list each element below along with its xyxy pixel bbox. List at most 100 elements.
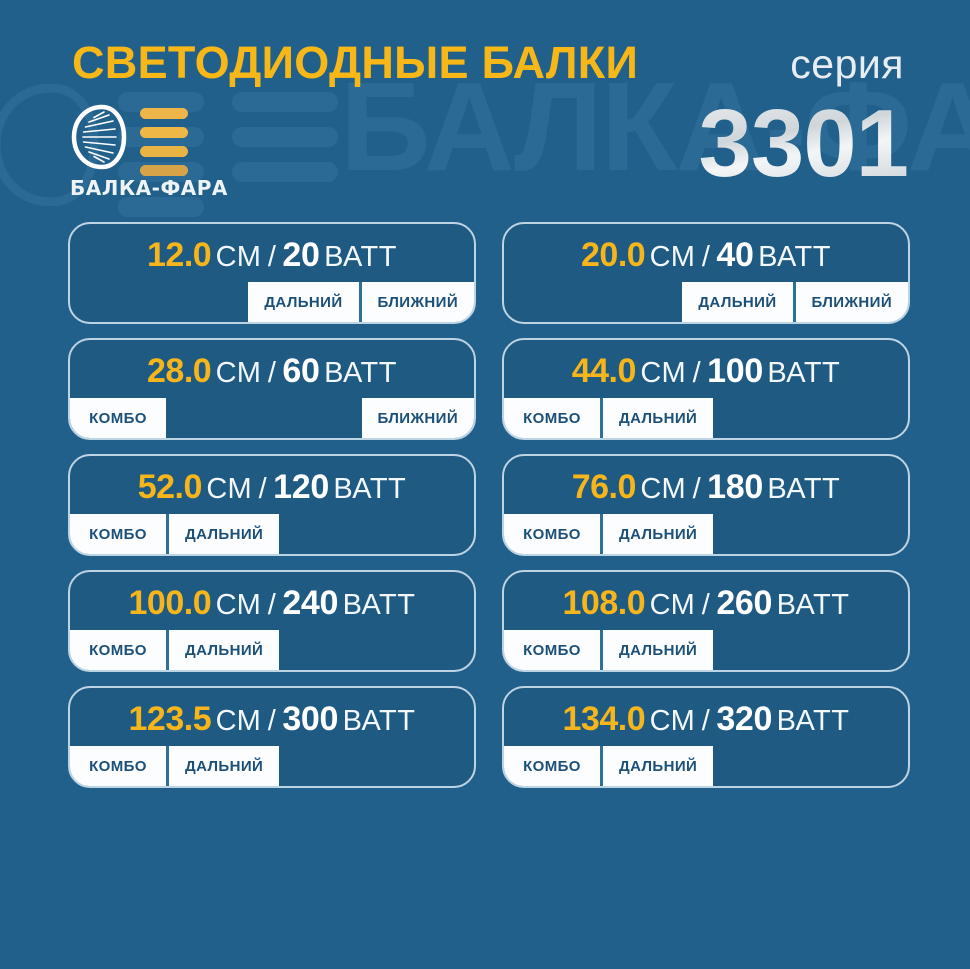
product-card[interactable]: 12.0 СМ / 20 ВАТТ ДАЛЬНИЙ БЛИЖНИЙ bbox=[68, 222, 476, 324]
product-spec-line: 12.0 СМ / 20 ВАТТ bbox=[70, 238, 474, 272]
product-card[interactable]: 20.0 СМ / 40 ВАТТ ДАЛЬНИЙ БЛИЖНИЙ bbox=[502, 222, 910, 324]
product-wattage: 260 bbox=[716, 584, 773, 622]
beam-type-badge[interactable]: ДАЛЬНИЙ bbox=[600, 398, 714, 438]
product-length: 100.0 bbox=[128, 584, 212, 622]
product-wattage: 100 bbox=[707, 352, 763, 390]
beam-badge-group: КОМБО ДАЛЬНИЙ bbox=[504, 398, 714, 438]
beam-type-badge[interactable]: ДАЛЬНИЙ bbox=[682, 282, 793, 322]
product-wattage-unit: ВАТТ bbox=[324, 241, 397, 273]
product-wattage-unit: ВАТТ bbox=[767, 473, 841, 505]
beam-type-badge[interactable]: ДАЛЬНИЙ bbox=[248, 282, 359, 322]
series-label: серия bbox=[790, 41, 904, 87]
product-spec-line: 76.0 СМ / 180 ВАТТ bbox=[504, 470, 908, 504]
spec-separator: / bbox=[701, 241, 710, 273]
product-card[interactable]: 100.0 СМ / 240 ВАТТ КОМБО ДАЛЬНИЙ bbox=[68, 570, 476, 672]
beam-badge-strip: КОМБО ДАЛЬНИЙ bbox=[70, 630, 474, 670]
logo-bar bbox=[140, 108, 188, 119]
logo-bar bbox=[140, 165, 188, 176]
beam-type-badge[interactable]: ДАЛЬНИЙ bbox=[600, 630, 714, 670]
product-wattage-unit: ВАТТ bbox=[767, 357, 841, 389]
product-length-unit: СМ bbox=[215, 705, 262, 737]
product-length: 108.0 bbox=[562, 584, 646, 622]
beam-type-badge[interactable]: КОМБО bbox=[70, 398, 166, 438]
logo-bars bbox=[140, 108, 188, 176]
beam-badge-group: КОМБО ДАЛЬНИЙ bbox=[504, 630, 714, 670]
product-length: 28.0 bbox=[147, 352, 212, 390]
product-spec-line: 28.0 СМ / 60 ВАТТ bbox=[70, 354, 474, 388]
beam-badge-strip: КОМБО ДАЛЬНИЙ bbox=[504, 514, 908, 554]
beam-type-badge[interactable]: ДАЛЬНИЙ bbox=[166, 746, 280, 786]
product-card[interactable]: 134.0 СМ / 320 ВАТТ КОМБО ДАЛЬНИЙ bbox=[502, 686, 910, 788]
beam-type-badge[interactable]: БЛИЖНИЙ bbox=[358, 282, 474, 322]
product-spec-line: 123.5 СМ / 300 ВАТТ bbox=[70, 702, 474, 736]
beam-type-badge[interactable]: ДАЛЬНИЙ bbox=[600, 514, 714, 554]
beam-badge-group: КОМБО ДАЛЬНИЙ bbox=[504, 746, 714, 786]
product-card[interactable]: 52.0 СМ / 120 ВАТТ КОМБО ДАЛЬНИЙ bbox=[68, 454, 476, 556]
product-wattage-unit: ВАТТ bbox=[324, 357, 397, 389]
product-wattage-unit: ВАТТ bbox=[776, 705, 850, 737]
beam-type-badge[interactable]: БЛИЖНИЙ bbox=[361, 398, 474, 438]
beam-type-badge[interactable]: ДАЛЬНИЙ bbox=[600, 746, 714, 786]
product-wattage: 60 bbox=[282, 352, 320, 390]
spec-separator: / bbox=[267, 589, 276, 621]
beam-type-badge[interactable]: ДАЛЬНИЙ bbox=[166, 630, 280, 670]
beam-badge-group: КОМБО ДАЛЬНИЙ bbox=[70, 514, 280, 554]
spec-separator: / bbox=[701, 705, 710, 737]
beam-type-badge[interactable]: КОМБО bbox=[504, 630, 600, 670]
beam-badge-group: ДАЛЬНИЙ БЛИЖНИЙ bbox=[682, 282, 908, 322]
beam-badge-group: КОМБО bbox=[70, 398, 166, 438]
spec-separator: / bbox=[267, 357, 276, 389]
product-spec-line: 52.0 СМ / 120 ВАТТ bbox=[70, 470, 474, 504]
product-length: 44.0 bbox=[571, 352, 637, 390]
brand-logo: БАЛКА-ФАРА bbox=[70, 104, 270, 204]
series-number: 3301 bbox=[698, 90, 909, 197]
beam-type-badge[interactable]: КОМБО bbox=[70, 514, 166, 554]
product-length: 20.0 bbox=[581, 236, 646, 274]
logo-bar bbox=[140, 146, 188, 157]
product-card[interactable]: 44.0 СМ / 100 ВАТТ КОМБО ДАЛЬНИЙ bbox=[502, 338, 910, 440]
product-card[interactable]: 123.5 СМ / 300 ВАТТ КОМБО ДАЛЬНИЙ bbox=[68, 686, 476, 788]
beam-type-badge[interactable]: КОМБО bbox=[504, 746, 600, 786]
product-length-unit: СМ bbox=[215, 241, 262, 273]
product-length-unit: СМ bbox=[640, 357, 687, 389]
product-wattage: 320 bbox=[716, 700, 773, 738]
brand-name: БАЛКА-ФАРА bbox=[70, 176, 228, 200]
beam-type-badge[interactable]: БЛИЖНИЙ bbox=[792, 282, 908, 322]
product-spec-line: 108.0 СМ / 260 ВАТТ bbox=[504, 586, 908, 620]
beam-type-badge[interactable]: КОМБО bbox=[70, 630, 166, 670]
product-length: 134.0 bbox=[562, 700, 646, 738]
spec-separator: / bbox=[258, 473, 267, 505]
page-title: СВЕТОДИОДНЫЕ БАЛКИ bbox=[72, 37, 639, 88]
beam-badge-strip: ДАЛЬНИЙ БЛИЖНИЙ bbox=[70, 282, 474, 322]
beam-badge-group: ДАЛЬНИЙ БЛИЖНИЙ bbox=[248, 282, 474, 322]
spec-separator: / bbox=[701, 589, 710, 621]
product-wattage-unit: ВАТТ bbox=[758, 241, 831, 273]
product-length-unit: СМ bbox=[215, 357, 262, 389]
product-length: 12.0 bbox=[147, 236, 212, 274]
product-wattage: 40 bbox=[716, 236, 754, 274]
spec-separator: / bbox=[692, 357, 701, 389]
product-card[interactable]: 76.0 СМ / 180 ВАТТ КОМБО ДАЛЬНИЙ bbox=[502, 454, 910, 556]
product-wattage-unit: ВАТТ bbox=[342, 589, 416, 621]
product-card[interactable]: 108.0 СМ / 260 ВАТТ КОМБО ДАЛЬНИЙ bbox=[502, 570, 910, 672]
beam-badge-strip: КОМБО ДАЛЬНИЙ bbox=[504, 398, 908, 438]
beam-type-badge[interactable]: КОМБО bbox=[504, 514, 600, 554]
beam-type-badge[interactable]: КОМБО bbox=[70, 746, 166, 786]
beam-type-badge[interactable]: ДАЛЬНИЙ bbox=[166, 514, 280, 554]
product-wattage: 120 bbox=[273, 468, 329, 506]
product-length: 123.5 bbox=[128, 700, 212, 738]
headlight-icon bbox=[71, 104, 127, 170]
product-wattage-unit: ВАТТ bbox=[333, 473, 407, 505]
beam-type-badge[interactable]: КОМБО bbox=[504, 398, 600, 438]
product-grid: 12.0 СМ / 20 ВАТТ ДАЛЬНИЙ БЛИЖНИЙ 20.0 СМ /… bbox=[68, 222, 910, 788]
product-card[interactable]: 28.0 СМ / 60 ВАТТ КОМБО БЛИЖНИЙ bbox=[68, 338, 476, 440]
beam-badge-group: КОМБО ДАЛЬНИЙ bbox=[70, 630, 280, 670]
beam-badge-strip: КОМБО ДАЛЬНИЙ bbox=[70, 514, 474, 554]
beam-badge-strip: КОМБО БЛИЖНИЙ bbox=[70, 398, 474, 438]
beam-badge-group: КОМБО ДАЛЬНИЙ bbox=[504, 514, 714, 554]
product-wattage-unit: ВАТТ bbox=[342, 705, 416, 737]
product-length: 52.0 bbox=[137, 468, 203, 506]
product-length-unit: СМ bbox=[215, 589, 262, 621]
beam-badge-strip: КОМБО ДАЛЬНИЙ bbox=[70, 746, 474, 786]
